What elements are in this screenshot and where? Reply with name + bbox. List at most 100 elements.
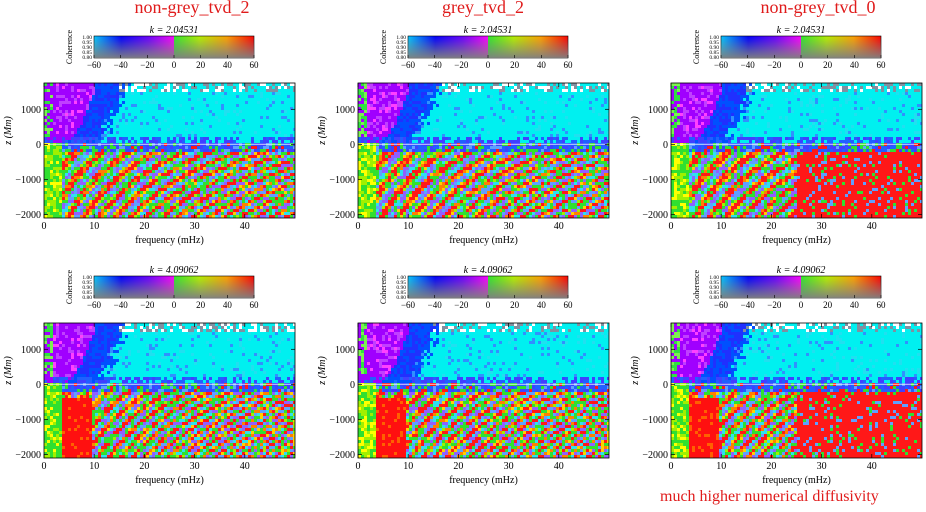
- x-tick-label: 10: [89, 461, 99, 472]
- colorbar-coherence-tick: 0.90: [82, 285, 92, 291]
- panel-k-label: k = 4.09062: [150, 265, 199, 276]
- colorbar-coherence-tick: 0.95: [709, 40, 719, 46]
- colorbar-coherence-tick: 0.90: [396, 285, 406, 291]
- colorbar-phase-tick: −60: [714, 300, 729, 310]
- colorbar-coherence-tick: 0.80: [396, 55, 406, 61]
- colorbar-phase-tick: 60: [250, 60, 260, 70]
- x-tick-label: 10: [89, 221, 99, 232]
- x-axis-label: frequency (mHz): [449, 475, 518, 486]
- y-tick-label: −2000: [329, 450, 355, 461]
- diffusivity-note: much higher numerical diffusivity: [660, 488, 879, 506]
- x-axis-label: frequency (mHz): [135, 235, 204, 246]
- colorbar-phase-tick: 0: [486, 300, 491, 310]
- heatmap-image: [44, 323, 295, 458]
- colorbar-phase-tick: −60: [401, 300, 416, 310]
- colorbar-coherence-tick: 0.95: [396, 280, 406, 286]
- heatmap-panel-6: k = 4.09062 Coherence 1.000.950.900.850.80…: [630, 265, 923, 486]
- plot-frame: [670, 322, 923, 459]
- y-tick-label: 0: [663, 380, 668, 391]
- y-tick-label: −2000: [642, 210, 668, 221]
- x-axis-label: frequency (mHz): [762, 475, 831, 486]
- x-tick-label: 20: [139, 461, 149, 472]
- x-tick-label: 40: [554, 221, 564, 232]
- colorbar-phase-tick: −60: [87, 60, 102, 70]
- colorbar-coherence-tick: 0.90: [709, 285, 719, 291]
- colorbar-coherence-tick: 1.00: [709, 275, 719, 281]
- colorbar-phase-tick: 0: [799, 300, 804, 310]
- heatmap-panel-3: k = 2.04531 Coherence 1.000.950.900.850.80…: [630, 25, 923, 246]
- plot-frame: [43, 322, 296, 459]
- y-tick-label: −2000: [15, 450, 41, 461]
- colorbar-phase-tick: 60: [877, 60, 887, 70]
- colorbar-phase-tick: −20: [140, 300, 155, 310]
- y-axis-label: z (Mm): [3, 116, 14, 146]
- colorbar-coherence-tick: 0.90: [709, 45, 719, 51]
- colorbar-phase-tick: −40: [741, 300, 756, 310]
- colorbar-phase-tick: −60: [401, 60, 416, 70]
- x-tick-label: 40: [867, 461, 877, 472]
- column-title-1: non-grey_tvd_2: [42, 0, 342, 18]
- colorbar-phase-tick: −60: [714, 60, 729, 70]
- colorbar-coherence-tick: 1.00: [82, 35, 92, 41]
- heatmap-panel-5: k = 4.09062 Coherence 1.000.950.900.850.80…: [317, 265, 610, 486]
- colorbar-phase-tick: −20: [140, 60, 155, 70]
- y-tick-label: −1000: [329, 415, 355, 426]
- colorbar-phase-tick: 40: [223, 300, 233, 310]
- heatmap-panel-2: k = 2.04531 Coherence 1.000.950.900.850.80…: [317, 25, 610, 246]
- x-tick-label: 40: [240, 461, 250, 472]
- x-tick-label: 10: [716, 461, 726, 472]
- colorbar-coherence-tick: 0.95: [709, 280, 719, 286]
- heatmap-image: [358, 323, 609, 458]
- colorbar-ylabel: Coherence: [692, 269, 701, 304]
- colorbar-phase-tick: −40: [114, 300, 129, 310]
- colorbar-phase-tick: 60: [250, 300, 260, 310]
- x-tick-label: 0: [42, 461, 47, 472]
- panel-k-label: k = 2.04531: [777, 25, 826, 36]
- y-tick-label: −1000: [15, 175, 41, 186]
- colorbar-phase-tick: −20: [454, 300, 469, 310]
- x-tick-label: 0: [669, 461, 674, 472]
- x-tick-label: 30: [504, 461, 514, 472]
- colorbar-phase-tick: −20: [767, 300, 782, 310]
- colorbar-phase-tick: 20: [510, 300, 520, 310]
- colorbar-phase-tick: 60: [564, 300, 574, 310]
- x-tick-label: 20: [453, 221, 463, 232]
- colorbar-phase-tick: −40: [428, 60, 443, 70]
- colorbar-phase-tick: −40: [428, 300, 443, 310]
- colorbar-coherence-tick: 0.85: [82, 290, 92, 296]
- colorbar-coherence-tick: 0.80: [82, 295, 92, 301]
- y-tick-label: 1000: [21, 345, 41, 356]
- x-tick-label: 30: [190, 461, 200, 472]
- colorbar-coherence-tick: 0.85: [709, 290, 719, 296]
- colorbar-coherence-tick: 0.85: [396, 50, 406, 56]
- y-tick-label: 0: [350, 140, 355, 151]
- colorbar-coherence-tick: 0.95: [396, 40, 406, 46]
- y-tick-label: −2000: [642, 450, 668, 461]
- y-tick-label: −1000: [642, 175, 668, 186]
- x-tick-label: 30: [504, 221, 514, 232]
- column-title-3: non-grey_tvd_0: [668, 0, 926, 18]
- y-tick-label: −2000: [329, 210, 355, 221]
- y-tick-label: −1000: [15, 415, 41, 426]
- x-tick-label: 40: [554, 461, 564, 472]
- colorbar-coherence-tick: 0.85: [396, 290, 406, 296]
- heatmap-image: [358, 83, 609, 218]
- plot-frame: [357, 322, 610, 459]
- x-tick-label: 40: [867, 221, 877, 232]
- x-tick-label: 10: [403, 461, 413, 472]
- colorbar-coherence-tick: 1.00: [396, 275, 406, 281]
- panel-k-label: k = 2.04531: [150, 25, 199, 36]
- colorbar-phase-tick: 20: [196, 60, 206, 70]
- colorbar-phase-tick: 60: [564, 60, 574, 70]
- x-tick-label: 40: [240, 221, 250, 232]
- colorbar-coherence-tick: 0.80: [396, 295, 406, 301]
- colorbar-coherence-tick: 0.95: [82, 40, 92, 46]
- heatmap-image: [671, 323, 922, 458]
- panel-k-label: k = 4.09062: [464, 265, 513, 276]
- x-tick-label: 30: [817, 461, 827, 472]
- y-tick-label: 0: [663, 140, 668, 151]
- x-tick-label: 30: [817, 221, 827, 232]
- plot-frame: [670, 82, 923, 219]
- y-tick-label: 1000: [648, 105, 668, 116]
- colorbar-phase-tick: 60: [877, 300, 887, 310]
